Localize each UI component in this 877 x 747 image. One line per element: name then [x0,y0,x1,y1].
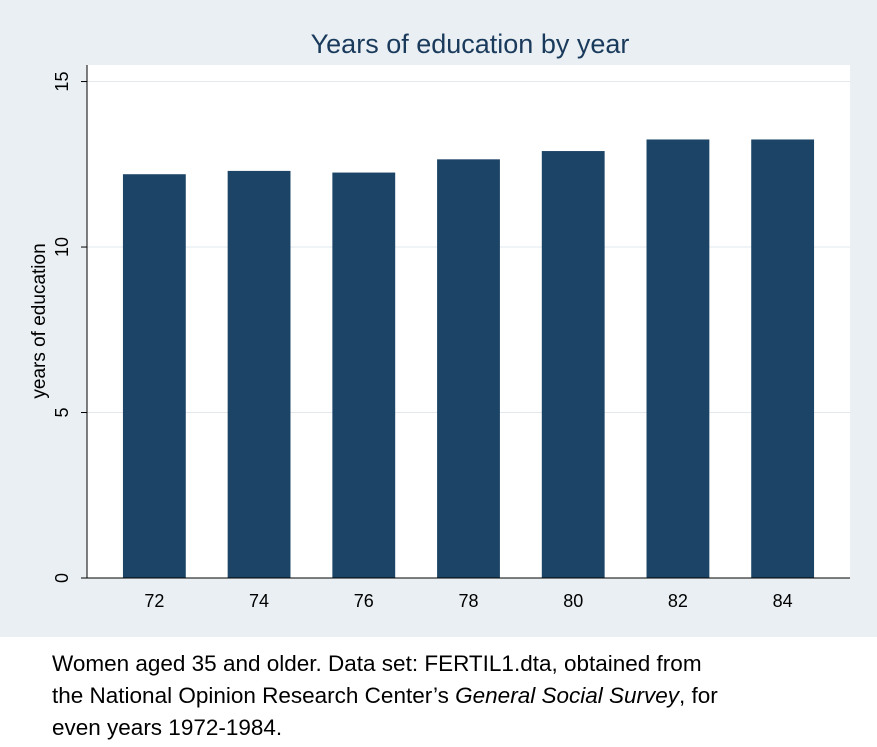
x-tick-label-72: 72 [144,591,164,611]
y-tick-label-0: 0 [52,573,72,583]
bars [122,139,815,579]
x-tick-label-82: 82 [668,591,688,611]
x-ticks: 72 74 76 78 80 82 84 [144,591,792,611]
chart-title: Years of education by year [311,29,630,59]
bar-72 [122,174,186,578]
x-tick-label-74: 74 [249,591,269,611]
bar-82 [646,139,710,578]
y-ticks: 0 5 10 15 [52,72,87,583]
y-axis-label: years of education [29,243,50,398]
bar-78 [437,159,500,578]
figure-caption: Women aged 35 and older. Data set: FERTI… [52,648,842,744]
bar-80 [541,151,605,578]
chart-figure: Years of education by year 0 5 10 15 72 74 76… [0,0,877,637]
x-tick-label-76: 76 [354,591,374,611]
caption-survey-name: General Social Survey [455,683,680,708]
chart-svg: Years of education by year 0 5 10 15 72 74 76… [29,29,850,611]
x-tick-label-78: 78 [458,591,478,611]
caption-line-3: even years 1972-1984. [52,715,283,740]
caption-line-2-end: , for [679,683,718,708]
x-tick-label-80: 80 [563,591,583,611]
caption-line-1: Women aged 35 and older. Data set: FERTI… [52,651,702,676]
bar-84 [751,139,815,578]
y-tick-label-15: 15 [52,72,72,92]
y-tick-label-5: 5 [52,408,72,418]
caption-line-2-start: the National Opinion Research Center’s [52,683,456,708]
y-tick-label-10: 10 [52,237,72,257]
x-tick-label-84: 84 [773,591,793,611]
bar-76 [332,172,396,578]
bar-74 [227,170,291,579]
